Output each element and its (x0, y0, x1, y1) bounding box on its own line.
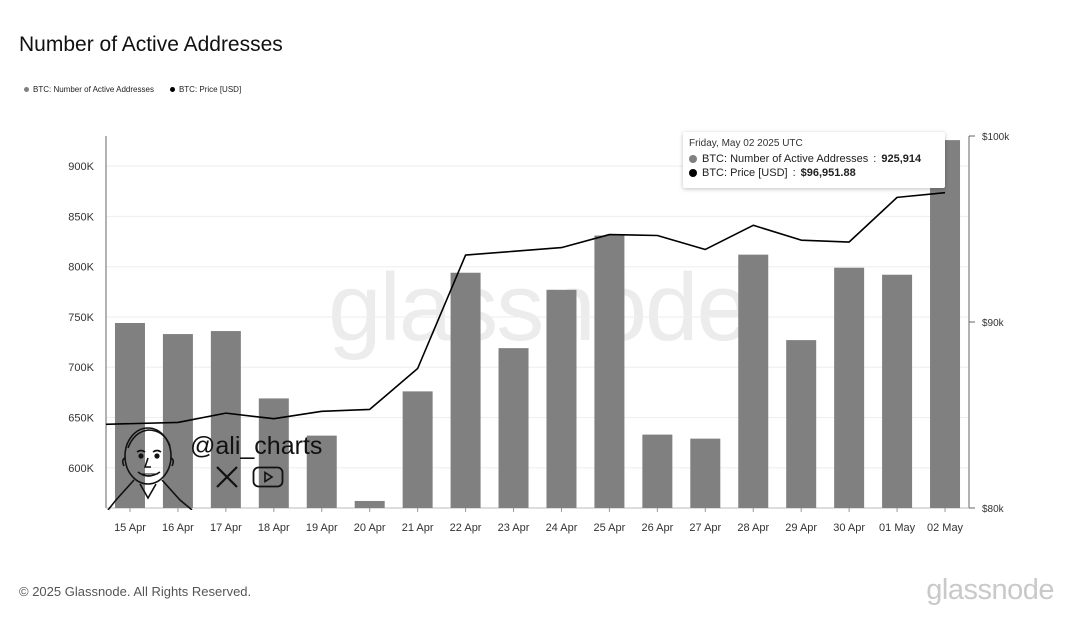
x-tick-label: 26 Apr (641, 522, 673, 534)
bar-29-apr (786, 340, 817, 508)
x-tick-label: 17 Apr (210, 522, 242, 534)
x-tick-label: 25 Apr (594, 522, 626, 534)
legend-item-price[interactable]: BTC: Price [USD] (169, 85, 242, 94)
bar-25-apr (594, 235, 625, 508)
x-tick-label: 30 Apr (833, 522, 865, 534)
youtube-icon (252, 466, 284, 488)
x-logo-icon (216, 466, 238, 488)
legend-label: BTC: Price [USD] (178, 85, 242, 94)
watermark-text: glassnode (328, 254, 748, 361)
x-tick-label: 18 Apr (258, 522, 290, 534)
x-tick-label: 02 May (927, 522, 964, 534)
y-right-tick-label: $80k (982, 504, 1005, 515)
x-tick-label: 27 Apr (689, 522, 721, 534)
tooltip-value: $96,951.88 (800, 167, 856, 179)
tooltip-row-active-addresses: BTC: Number of Active Addresses: 925,914 (689, 153, 939, 165)
tooltip-dot-icon (689, 169, 697, 177)
x-tick-label: 28 Apr (737, 522, 769, 534)
bar-22-apr (450, 272, 481, 508)
bar-20-apr (354, 500, 385, 508)
y-right-tick-label: $90k (982, 318, 1005, 329)
y-left-tick-label: 600K (68, 463, 94, 475)
x-tick-label: 22 Apr (450, 522, 482, 534)
bar-24-apr (546, 289, 577, 508)
legend-item-active-addresses[interactable]: BTC: Number of Active Addresses (24, 85, 154, 94)
legend-dot-icon (169, 87, 175, 92)
x-tick-label: 20 Apr (354, 522, 386, 534)
bar-23-apr (498, 348, 529, 508)
x-tick-label: 23 Apr (498, 522, 530, 534)
y-right-tick-label: $100k (982, 132, 1010, 143)
bar-02-may (930, 140, 961, 508)
tooltip-row-price: BTC: Price [USD]: $96,951.88 (689, 167, 939, 179)
y-left-tick-label: 700K (68, 362, 94, 374)
bar-21-apr (402, 391, 433, 508)
y-left-tick-label: 650K (68, 413, 94, 425)
x-tick-label: 19 Apr (306, 522, 338, 534)
x-tick-label: 01 May (879, 522, 916, 534)
y-left-tick-label: 800K (68, 262, 94, 274)
tooltip-label: BTC: Number of Active Addresses (702, 153, 869, 165)
bar-15-apr (114, 323, 145, 508)
x-tick-label: 29 Apr (785, 522, 817, 534)
y-left-tick-label: 850K (68, 211, 94, 223)
x-tick-label: 21 Apr (402, 522, 434, 534)
bar-28-apr (738, 254, 769, 508)
x-tick-label: 24 Apr (546, 522, 578, 534)
legend-dot-icon (24, 87, 29, 92)
chart-title: Number of Active Addresses (19, 33, 283, 56)
chart-tooltip: Friday, May 02 2025 UTC BTC: Number of A… (683, 132, 945, 188)
bar-19-apr (306, 435, 337, 508)
overlay-handle: @ali_charts (190, 432, 323, 460)
x-tick-label: 16 Apr (162, 522, 194, 534)
tooltip-value: 925,914 (881, 153, 922, 165)
bar-26-apr (642, 434, 673, 508)
bar-30-apr (834, 267, 865, 508)
avatar-icon (107, 427, 193, 510)
tooltip-label: BTC: Price [USD] (702, 167, 788, 179)
chart-legend: BTC: Number of Active Addresses BTC: Pri… (24, 85, 241, 94)
footer-copyright: © 2025 Glassnode. All Rights Reserved. (19, 584, 252, 599)
bar-27-apr (690, 438, 721, 508)
tooltip-date: Friday, May 02 2025 UTC (689, 138, 803, 149)
footer-brand-logo: glassnode (926, 574, 1054, 606)
x-tick-label: 15 Apr (114, 522, 146, 534)
legend-label: BTC: Number of Active Addresses (33, 85, 154, 94)
y-left-tick-label: 750K (68, 312, 94, 324)
y-left-tick-label: 900K (68, 161, 94, 173)
tooltip-dot-icon (689, 155, 697, 163)
overlay-social-icons (214, 465, 284, 489)
price-line (105, 191, 946, 426)
bar-01-may (882, 274, 913, 508)
